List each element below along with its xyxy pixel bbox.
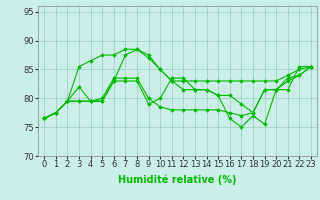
X-axis label: Humidité relative (%): Humidité relative (%)	[118, 175, 237, 185]
